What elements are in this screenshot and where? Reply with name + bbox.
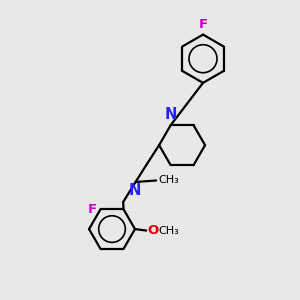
- Text: F: F: [87, 203, 96, 216]
- Text: F: F: [198, 18, 208, 31]
- Text: N: N: [164, 107, 177, 122]
- Text: O: O: [147, 224, 159, 237]
- Text: N: N: [128, 183, 141, 198]
- Text: CH₃: CH₃: [158, 176, 179, 185]
- Text: CH₃: CH₃: [158, 226, 179, 236]
